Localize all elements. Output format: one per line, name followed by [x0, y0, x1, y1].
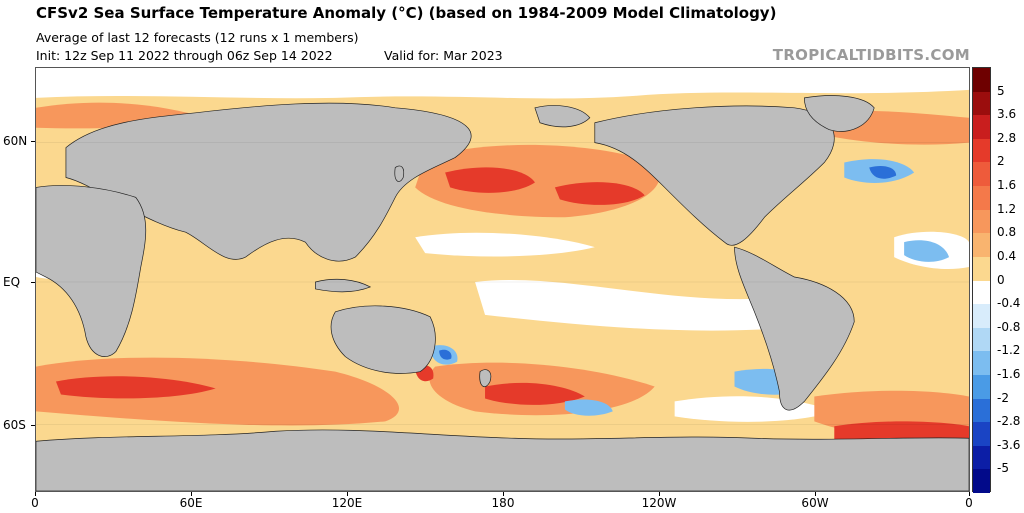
colorbar-label: 0: [997, 272, 1005, 287]
lon-tick: [969, 492, 970, 496]
colorbar-label: 0.4: [997, 248, 1017, 263]
sst-anomaly-map: [35, 67, 970, 492]
lon-label-0: 0: [31, 496, 39, 510]
colorbar-segment: [973, 280, 990, 305]
eurasia-land: [65, 102, 472, 262]
colorbar-segment: [973, 327, 990, 352]
land-masses: [36, 95, 969, 491]
colorbar-segment: [973, 374, 990, 399]
init-line: Init: 12z Sep 11 2022 through 06z Sep 14…: [36, 48, 503, 63]
colorbar-label: 0.8: [997, 225, 1017, 240]
colorbar-segment: [973, 256, 990, 281]
grid-lines: [36, 142, 969, 425]
colorbar-segment: [973, 162, 990, 187]
colorbar: [972, 67, 991, 494]
subtitle: Average of last 12 forecasts (12 runs x …: [36, 30, 359, 45]
lon-label-180: 180: [491, 496, 515, 510]
lon-label-0-east: 0: [965, 496, 973, 510]
colorbar-segment: [973, 469, 990, 494]
colorbar-segment: [973, 91, 990, 116]
lon-tick: [659, 492, 660, 496]
colorbar-label: 2: [997, 154, 1005, 169]
colorbar-segment: [973, 351, 990, 376]
colorbar-label: 1.2: [997, 201, 1017, 216]
lon-tick: [347, 492, 348, 496]
north-america-land: [594, 105, 835, 246]
colorbar-segment: [973, 445, 990, 470]
lat-tick: [31, 141, 35, 142]
indonesia-land: [315, 278, 372, 293]
colorbar-segment: [973, 115, 990, 140]
lat-label-eq: EQ: [3, 275, 21, 289]
colorbar-label: 3.6: [997, 107, 1017, 122]
map-svg: [36, 68, 969, 491]
lat-tick: [31, 282, 35, 283]
chart-title: CFSv2 Sea Surface Temperature Anomaly (°…: [36, 4, 777, 22]
colorbar-label: -0.4: [997, 296, 1021, 311]
colorbar-segment: [973, 209, 990, 234]
colorbar-label: 5: [997, 83, 1005, 98]
lon-label-60e: 60E: [179, 496, 203, 510]
lat-tick: [31, 425, 35, 426]
africa-land: [36, 185, 147, 357]
lon-tick: [35, 492, 36, 496]
valid-text: Valid for: Mar 2023: [384, 48, 503, 63]
alaska-land: [534, 105, 591, 128]
lon-tick: [815, 492, 816, 496]
colorbar-label: 2.8: [997, 130, 1017, 145]
colorbar-label: -0.8: [997, 319, 1021, 334]
colorbar-segment: [973, 68, 990, 92]
colorbar-segment: [973, 304, 990, 329]
australia-land: [330, 305, 436, 374]
antarctica-land: [36, 429, 969, 491]
colorbar-segment: [973, 422, 990, 447]
colorbar-segment: [973, 398, 990, 423]
lat-label-60n: 60N: [3, 134, 28, 148]
greenland-land: [804, 95, 875, 132]
lon-label-120w: 120W: [641, 496, 677, 510]
japan-land: [394, 165, 405, 182]
lon-tick: [191, 492, 192, 496]
colorbar-label: -3.6: [997, 437, 1021, 452]
colorbar-segment: [973, 186, 990, 211]
init-text: Init: 12z Sep 11 2022 through 06z Sep 14…: [36, 48, 333, 63]
colorbar-label: -2: [997, 390, 1009, 405]
new-zealand-land: [479, 369, 492, 388]
colorbar-label: -1.2: [997, 343, 1021, 358]
credit-watermark: TROPICALTIDBITS.COM: [772, 46, 970, 64]
colorbar-label: -5: [997, 461, 1009, 476]
lon-label-120e: 120E: [331, 496, 363, 510]
colorbar-segment: [973, 233, 990, 258]
lat-label-60s: 60S: [3, 418, 26, 432]
colorbar-label: -1.6: [997, 366, 1021, 381]
colorbar-segment: [973, 138, 990, 163]
lon-tick: [503, 492, 504, 496]
colorbar-label: -2.8: [997, 414, 1021, 429]
colorbar-label: 1.6: [997, 178, 1017, 193]
south-america-land: [734, 246, 855, 411]
lon-label-60w: 60W: [801, 496, 829, 510]
